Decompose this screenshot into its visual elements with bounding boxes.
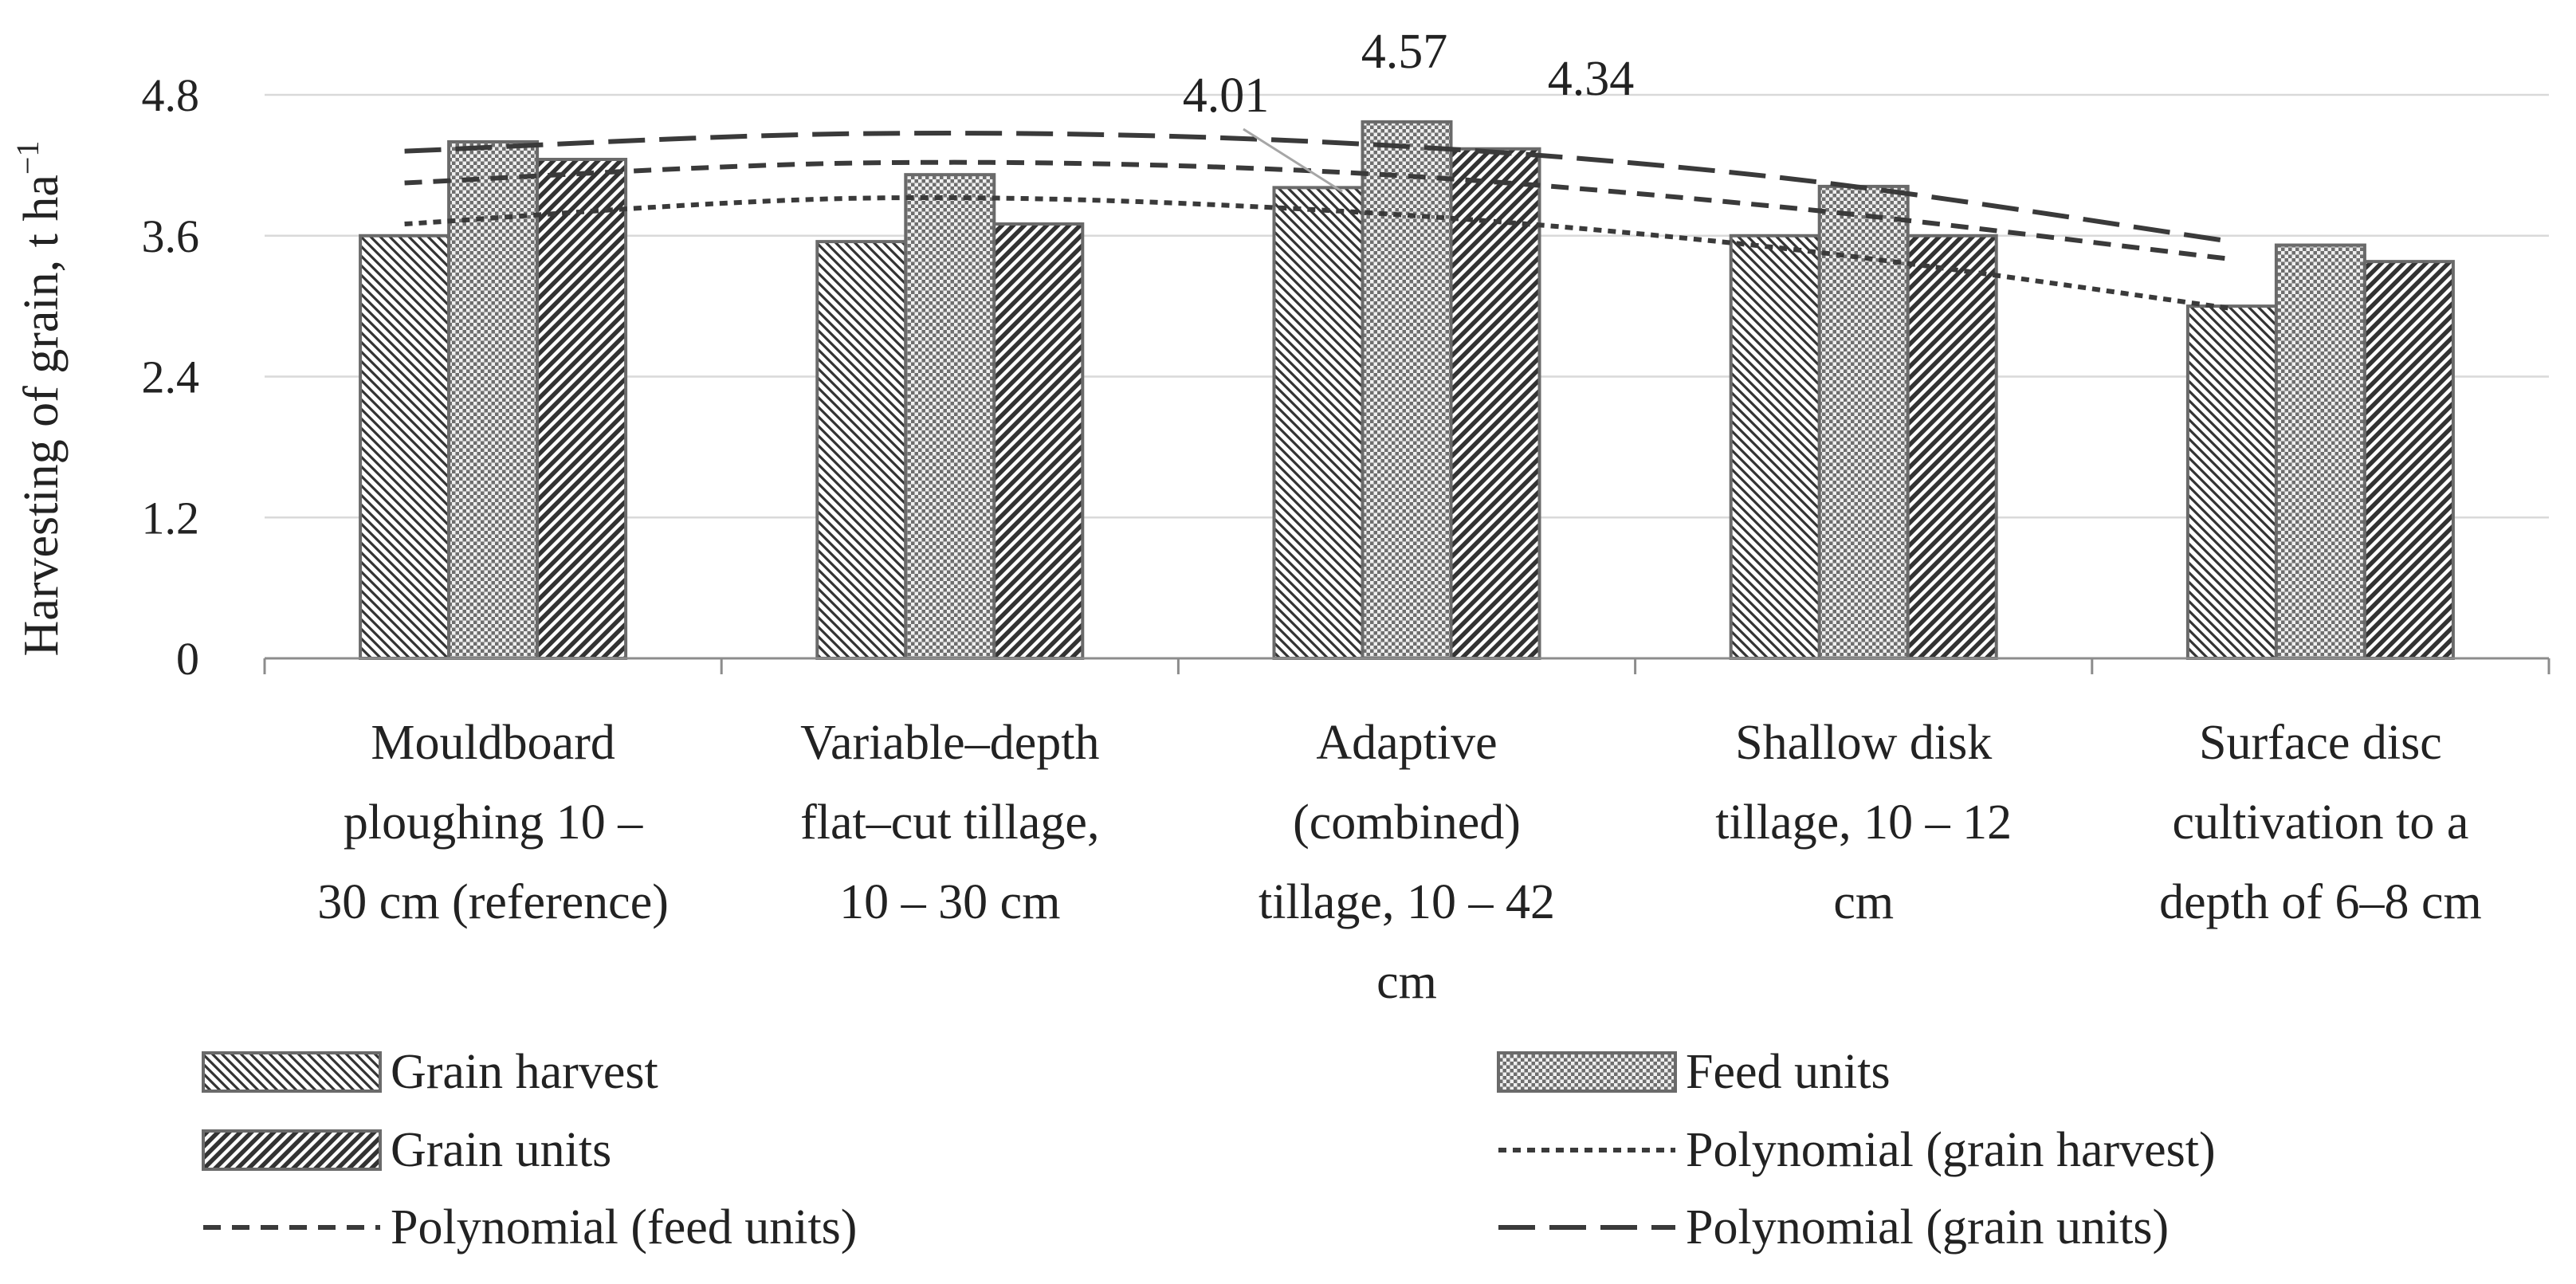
bar-feed-units (447, 139, 540, 660)
legend-swatch (1497, 1051, 1677, 1093)
legend-label: Feed units (1686, 1045, 1891, 1099)
bars (359, 120, 2455, 661)
bar-grain-harvest (1729, 234, 1821, 660)
x-category-label: Shallow disk tillage, 10 – 12 cm (1715, 716, 2012, 929)
bar-feed-units (1817, 184, 1910, 660)
legend-label: Grain harvest (391, 1045, 658, 1099)
bar-feed-units (904, 173, 996, 661)
x-category-label: Surface disc cultivation to a depth of 6–8… (2159, 716, 2482, 929)
bar-feed-units (1361, 120, 1453, 661)
data-label: 4.57 (1361, 25, 1448, 79)
bar-grain-harvest (1272, 186, 1365, 660)
bar-grain-units (1906, 234, 1998, 660)
legend-swatch (202, 1051, 382, 1093)
y-axis-title-superscript: −1 (10, 141, 45, 175)
x-category-label: Variable–depth flat–cut tillage, 10 – 30 c… (800, 716, 1099, 929)
bar-grain-units (992, 222, 1085, 661)
bar-grain-harvest (2185, 304, 2278, 660)
legend-label: Grain units (391, 1123, 611, 1177)
legend: Grain harvest Feed units Grain units Polyno… (202, 1045, 2216, 1255)
bar-grain-harvest (815, 240, 908, 661)
legend-label: Polynomial (grain harvest) (1686, 1123, 2216, 1177)
y-tick-label: 0 (176, 633, 199, 685)
data-labels: 4.01 4.57 4.34 (1183, 25, 1635, 193)
y-tick-label: 3.6 (142, 210, 200, 262)
y-axis-tick-labels: 0 1.2 2.4 3.6 4.8 (142, 69, 200, 685)
bar-grain-units (536, 158, 628, 660)
legend-label: Polynomial (grain units) (1686, 1200, 2169, 1255)
trendlines (404, 131, 2232, 312)
y-tick-label: 1.2 (142, 492, 200, 544)
x-axis-category-labels: Mouldboard ploughing 10 –30 cm (reference… (317, 716, 2481, 1009)
y-tick-label: 4.8 (142, 69, 200, 121)
y-tick-label: 2.4 (142, 351, 200, 403)
bar-grain-harvest (359, 234, 451, 660)
data-label: 4.01 (1183, 69, 1270, 123)
x-axis (263, 657, 2550, 674)
bar-grain-units (2362, 260, 2455, 660)
trendline-polynomial-feed-units (404, 159, 2232, 262)
legend-swatch (202, 1129, 382, 1171)
x-category-label: Adaptive (combined) tillage, 10 – 42 cm (1259, 716, 1555, 1009)
data-label: 4.34 (1548, 52, 1635, 106)
bar-feed-units (2274, 243, 2366, 660)
y-axis-title: Harvesting of grain, t ha−1 (10, 141, 69, 657)
trendline-polynomial-grain-units (404, 131, 2232, 245)
legend-label: Polynomial (feed units) (391, 1200, 857, 1255)
data-label-leader-line (1243, 128, 1343, 193)
x-category-label: Mouldboard ploughing 10 –30 cm (reference… (317, 716, 669, 929)
